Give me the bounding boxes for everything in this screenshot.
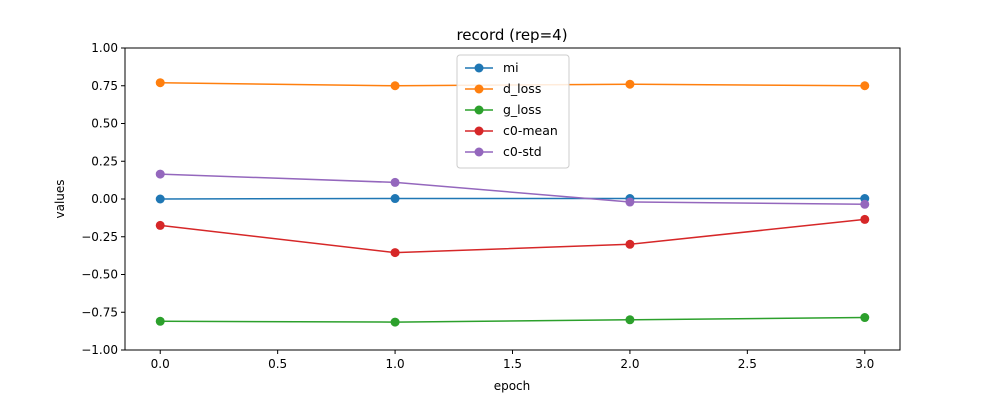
- series-c0-std: [155, 169, 870, 209]
- x-tick-label: 1.5: [503, 357, 522, 371]
- series-line: [160, 218, 865, 254]
- data-point: [625, 315, 635, 325]
- data-point: [860, 313, 870, 323]
- data-point: [390, 317, 400, 327]
- data-point: [625, 239, 635, 249]
- series-c0-mean: [155, 214, 870, 258]
- x-tick-label: 0.5: [268, 357, 287, 371]
- data-point: [625, 197, 635, 207]
- series-line: [160, 316, 865, 323]
- data-point: [860, 214, 870, 224]
- series-line: [160, 197, 865, 200]
- data-point: [390, 177, 400, 187]
- legend-marker: [474, 126, 484, 136]
- data-point: [390, 81, 400, 91]
- data-point: [390, 194, 400, 204]
- legend-label: mi: [503, 60, 519, 75]
- legend-marker: [474, 147, 484, 157]
- data-point: [860, 199, 870, 209]
- legend-label: c0-std: [503, 144, 542, 159]
- y-tick-label: −0.25: [81, 230, 118, 244]
- y-tick-label: −0.75: [81, 305, 118, 319]
- x-tick-label: 0.0: [151, 357, 170, 371]
- x-tick-label: 2.0: [620, 357, 639, 371]
- legend-box: [456, 54, 570, 169]
- x-axis-ticks: 0.0 0.5 1.0 1.5 2.0 2.5 3.0: [151, 350, 874, 371]
- legend-item: g_loss: [465, 102, 541, 117]
- x-axis-label: epoch: [494, 379, 531, 393]
- y-tick-label: 0.50: [91, 117, 118, 131]
- data-point: [155, 220, 165, 230]
- data-point: [390, 248, 400, 258]
- x-tick-label: 3.0: [855, 357, 874, 371]
- legend-item: c0-mean: [465, 123, 558, 138]
- x-tick-label: 2.5: [738, 357, 757, 371]
- legend-item: c0-std: [465, 144, 542, 159]
- data-point: [155, 316, 165, 326]
- legend: mi d_loss g_loss c0-mean c0-std: [456, 54, 570, 169]
- y-tick-label: 0.00: [91, 192, 118, 206]
- data-point: [155, 194, 165, 204]
- data-point: [155, 78, 165, 88]
- data-point: [155, 169, 165, 179]
- series-mi: [155, 194, 870, 204]
- y-tick-label: −0.50: [81, 268, 118, 282]
- data-point: [860, 81, 870, 91]
- y-axis-ticks: −1.00 −0.75 −0.50 −0.25 0.00 0.25 0.50 0.75 1.00: [81, 41, 125, 357]
- data-point: [625, 79, 635, 89]
- legend-marker: [474, 105, 484, 115]
- y-axis-label: values: [53, 179, 67, 218]
- y-tick-label: 0.25: [91, 154, 118, 168]
- chart-title: record (rep=4): [456, 26, 567, 44]
- y-tick-label: 0.75: [91, 79, 118, 93]
- x-tick-label: 1.0: [386, 357, 405, 371]
- legend-item: d_loss: [465, 81, 541, 96]
- y-tick-label: −1.00: [81, 343, 118, 357]
- plot-frame: [124, 47, 901, 351]
- legend-marker: [474, 63, 484, 73]
- legend-label: d_loss: [503, 81, 541, 96]
- legend-item: mi: [465, 60, 519, 75]
- y-tick-label: 1.00: [91, 41, 118, 55]
- legend-label: g_loss: [503, 102, 541, 117]
- series-line: [160, 173, 865, 206]
- series-g-loss: [155, 313, 870, 327]
- legend-label: c0-mean: [503, 123, 558, 138]
- legend-marker: [474, 84, 484, 94]
